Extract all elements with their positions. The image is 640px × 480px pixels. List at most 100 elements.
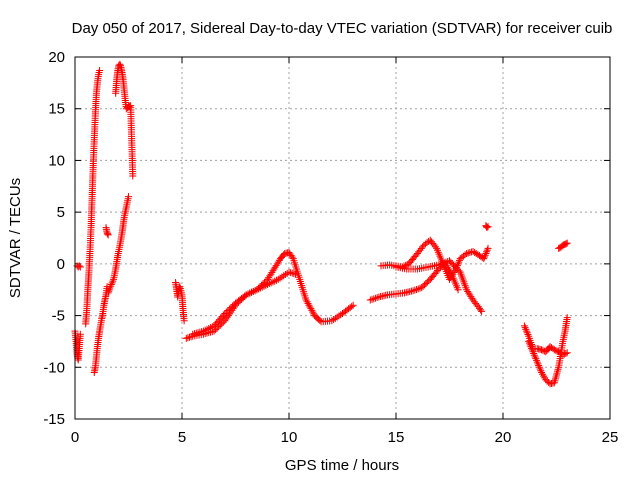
data-point [431,243,439,251]
series-seg-c [90,283,111,376]
data-point [105,287,113,295]
data-point [554,367,562,375]
data-point [463,250,471,258]
data-point [533,358,541,366]
data-point [96,66,104,74]
data-point [437,260,445,268]
data-point [349,301,357,309]
x-tick-label: 20 [495,429,512,446]
data-point [454,286,462,294]
data-point [562,240,570,248]
data-point [276,274,284,282]
data-point [413,286,421,294]
data-point [563,239,571,247]
data-point [553,371,560,379]
data-point [258,283,266,291]
data-point [207,324,215,332]
data-point [530,349,538,357]
data-point [409,287,417,295]
data-point [105,286,113,294]
data-point [248,288,256,296]
data-point [288,269,296,277]
data-point [196,328,204,336]
data-point [104,289,112,297]
data-point [562,349,570,357]
data-point [76,263,84,271]
data-point [249,287,257,295]
y-tick-label: -10 [43,359,65,376]
data-point [227,304,235,312]
data-point [285,268,293,276]
series-seg-f [112,60,137,180]
data-point [533,356,541,364]
data-point [563,349,571,357]
data-point [251,287,259,295]
data-point [553,347,561,355]
series-seg-b [82,66,104,328]
data-point [368,295,376,303]
data-point [218,320,226,328]
data-point [265,280,273,288]
data-point [483,246,491,254]
data-point [554,365,562,373]
data-point [484,223,492,231]
data-point [280,272,288,280]
data-point [524,331,532,339]
series-seg-m [482,222,492,232]
data-point [278,273,286,281]
data-point [478,307,486,315]
series-seg-a1 [71,327,84,364]
data-point [288,253,296,261]
data-point [530,351,538,359]
data-point [537,367,545,375]
data-point [267,279,275,287]
data-point [411,286,419,294]
data-point [116,62,124,70]
data-point [527,343,535,351]
data-point [539,370,547,378]
data-point [525,337,533,345]
data-point [271,277,279,285]
data-point [444,257,452,265]
data-point [287,269,295,277]
data-point [563,314,571,322]
data-point [274,275,282,283]
y-tick-label: 15 [48,101,65,118]
data-point [201,326,209,334]
data-point [480,253,488,261]
chart-title: Day 050 of 2017, Sidereal Day-to-day VTE… [72,20,613,37]
data-point [461,251,469,259]
plot-frame [74,56,611,420]
data-point [260,282,268,290]
data-point [104,231,112,239]
data-point [528,346,536,354]
data-point [219,311,227,319]
y-tick-label: -5 [52,308,65,325]
y-tick-label: 20 [48,49,65,66]
data-point [414,285,422,293]
data-point [242,291,250,299]
y-tick-label: -15 [43,411,65,428]
data-point [194,329,202,337]
series-seg-e [104,193,132,297]
series-seg-d [102,224,112,239]
data-point [129,172,137,180]
data-point [262,281,270,289]
data-point [224,307,232,315]
data-point [550,346,558,354]
data-point [126,102,134,110]
data-point [440,259,448,267]
data-point [253,286,261,294]
data-point [246,289,254,297]
data-point [370,295,378,303]
data-point [75,262,83,270]
data-point [203,325,211,333]
data-point [316,317,324,325]
data-point [190,330,198,338]
data-point [125,193,132,201]
data-point [521,324,529,332]
data-point [244,290,252,298]
series-seg-g [172,278,188,325]
data-point [371,294,379,302]
